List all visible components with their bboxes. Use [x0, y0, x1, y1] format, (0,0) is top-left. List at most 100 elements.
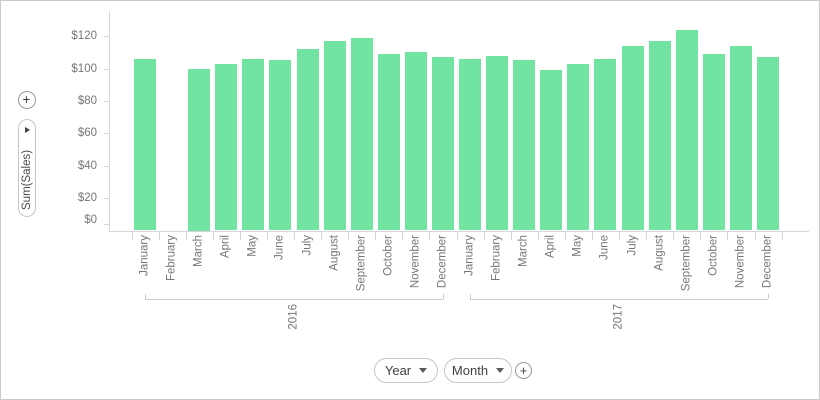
bar-2017-August[interactable] — [648, 40, 671, 231]
y-axis-tick — [103, 165, 109, 167]
bar-2016-August[interactable] — [323, 40, 346, 231]
x-axis-tick — [673, 230, 675, 240]
y-axis-label: $0 — [84, 213, 97, 226]
plus-icon: + — [519, 363, 528, 378]
x-axis-tick — [510, 230, 512, 240]
bar-2016-April[interactable] — [215, 63, 238, 231]
x-axis-tick — [564, 230, 566, 240]
value-field-pill-label: Sum(Sales) — [21, 149, 33, 210]
x-axis-tick — [646, 230, 648, 240]
bar-2016-November[interactable] — [404, 52, 427, 231]
x-axis-month-label: September — [680, 234, 693, 291]
year-bracket — [470, 298, 768, 300]
bar-2017-April[interactable] — [540, 70, 563, 231]
y-axis-label: $80 — [77, 94, 97, 107]
x-axis-tick — [212, 230, 214, 240]
x-axis-month-label: May — [246, 234, 259, 257]
bar-2016-May[interactable] — [242, 58, 265, 231]
x-axis-tick — [781, 230, 783, 240]
x-axis-month-label: August — [328, 234, 341, 271]
bar-2016-July[interactable] — [296, 49, 319, 231]
x-axis-month-label: May — [571, 234, 584, 257]
bar-2017-May[interactable] — [567, 63, 590, 231]
x-axis-month-label: June — [598, 234, 611, 260]
y-axis-tick — [103, 223, 109, 225]
bar-2017-October[interactable] — [702, 53, 725, 231]
year-bracket — [145, 298, 443, 300]
expand-right-triangle-icon — [25, 126, 30, 133]
month-field-pill[interactable]: Month — [444, 358, 512, 383]
y-axis-tick — [103, 100, 109, 102]
y-axis-tick — [103, 133, 109, 135]
y-axis-line — [109, 11, 110, 232]
x-axis-tick — [402, 230, 404, 240]
add-value-field-button[interactable]: + — [17, 90, 36, 109]
x-axis-line — [109, 230, 809, 232]
y-axis-tick — [103, 198, 109, 200]
bar-2017-March[interactable] — [513, 60, 536, 231]
bar-2017-December[interactable] — [757, 57, 779, 231]
year-bracket-end — [442, 293, 444, 299]
x-axis-tick — [348, 230, 350, 240]
bar-2017-November[interactable] — [729, 45, 752, 231]
x-axis-month-label: December — [436, 234, 449, 288]
y-axis-label: $20 — [77, 192, 97, 205]
x-axis-month-label: March — [517, 234, 530, 267]
x-axis-tick — [158, 230, 160, 240]
bar-2016-January[interactable] — [134, 58, 156, 231]
bar-2016-June[interactable] — [269, 60, 292, 231]
x-axis-month-label: November — [734, 234, 747, 288]
year-field-label: Year — [384, 363, 412, 378]
x-axis-month-label: February — [165, 234, 178, 281]
add-argument-field-button[interactable]: + — [515, 362, 532, 379]
y-axis-tick — [103, 36, 109, 38]
x-axis-tick — [483, 230, 485, 240]
x-axis-tick — [321, 230, 323, 240]
y-axis-label: $60 — [77, 127, 97, 140]
bar-2017-January[interactable] — [459, 58, 482, 231]
bar-2017-June[interactable] — [594, 58, 617, 231]
bar-2017-September[interactable] — [675, 29, 698, 231]
x-axis-month-label: October — [707, 234, 720, 276]
x-axis-tick — [754, 230, 756, 240]
year-field-pill[interactable]: Year — [374, 358, 438, 383]
x-axis-tick — [700, 230, 702, 240]
bar-2016-September[interactable] — [350, 37, 373, 231]
x-axis-tick — [591, 230, 593, 240]
x-axis-month-label: April — [544, 234, 557, 258]
y-axis-label: $120 — [71, 30, 97, 43]
value-field-pill-sum-sales[interactable] — [18, 118, 36, 217]
year-bracket-end — [145, 293, 146, 299]
month-field-label: Month — [451, 363, 489, 378]
plus-icon: + — [22, 91, 31, 107]
x-axis-month-label: November — [409, 234, 422, 288]
x-axis-tick — [456, 230, 458, 240]
x-axis-month-label: April — [219, 234, 232, 258]
bar-2016-December[interactable] — [431, 57, 454, 231]
x-axis-year-label: 2017 — [612, 303, 625, 330]
bar-2016-October[interactable] — [377, 53, 400, 231]
x-axis-month-label: July — [626, 234, 639, 255]
x-axis-tick — [185, 230, 187, 240]
x-axis-month-label: January — [138, 234, 151, 276]
x-axis-month-label: September — [355, 234, 368, 291]
x-axis-tick — [727, 230, 729, 240]
y-axis-label: $100 — [71, 62, 97, 75]
x-axis-month-label: January — [463, 234, 476, 276]
x-axis-month-label: February — [490, 234, 503, 281]
x-axis-tick — [131, 230, 133, 240]
x-axis-tick — [429, 230, 431, 240]
x-axis-month-label: August — [653, 234, 666, 271]
x-axis-tick — [294, 230, 296, 240]
year-bracket-end — [470, 293, 472, 299]
x-axis-month-label: June — [273, 234, 286, 260]
year-bracket-end — [768, 293, 769, 299]
y-axis-tick — [103, 68, 109, 70]
bar-2016-March[interactable] — [188, 68, 211, 231]
bar-2017-July[interactable] — [621, 45, 644, 231]
bar-2017-February[interactable] — [486, 55, 509, 231]
x-axis-month-label: December — [761, 234, 774, 288]
x-axis-tick — [266, 230, 268, 240]
x-axis-tick — [239, 230, 241, 240]
